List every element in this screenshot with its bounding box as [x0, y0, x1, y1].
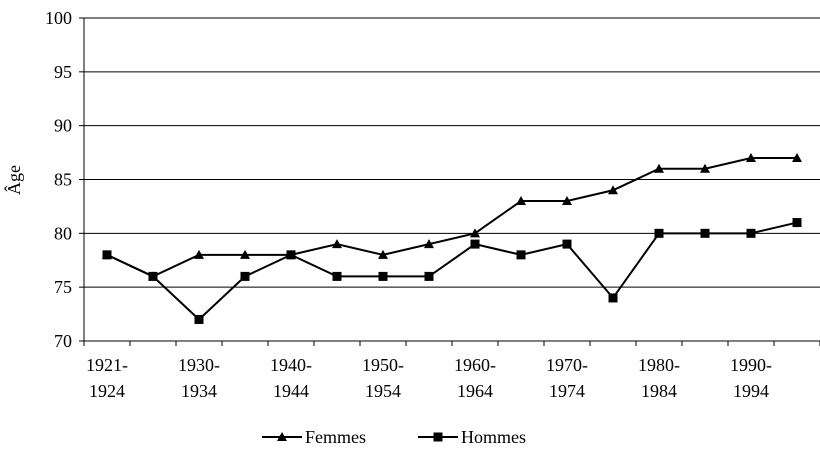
y-tick-label: 85 [54, 170, 72, 190]
data-point [654, 228, 664, 238]
data-point [562, 239, 572, 249]
x-tick-label: 1940-1944 [270, 355, 312, 401]
legend-label: Hommes [461, 427, 526, 447]
series-line [106, 221, 798, 321]
x-tick-label: 1921-1924 [86, 355, 128, 401]
legend-marker [433, 432, 443, 442]
data-point [608, 293, 618, 303]
legend-label: Femmes [305, 427, 366, 447]
x-tick-label: 1950-1954 [362, 355, 404, 401]
legend-marker [277, 432, 287, 441]
y-tick-label: 95 [54, 62, 72, 82]
data-point [332, 271, 342, 281]
y-tick-label: 70 [54, 331, 72, 351]
data-point [424, 271, 434, 281]
x-tick-label: 1980-1984 [638, 355, 680, 401]
data-point [562, 196, 572, 206]
data-point [516, 250, 526, 260]
data-point [424, 239, 434, 249]
x-tick-label: 1960-1964 [454, 355, 496, 401]
data-point [286, 250, 296, 260]
data-point [746, 152, 756, 162]
data-point [194, 314, 204, 324]
data-point [792, 218, 802, 228]
data-point [102, 250, 112, 260]
data-point [792, 152, 802, 162]
data-point [378, 249, 388, 259]
data-point [378, 271, 388, 281]
x-tick-label: 1930-1934 [178, 355, 220, 401]
series-line [106, 156, 797, 278]
data-point [746, 228, 756, 238]
y-tick-label: 90 [54, 116, 72, 136]
y-tick-label: 100 [45, 8, 72, 28]
data-point [608, 185, 618, 195]
data-point [654, 163, 664, 173]
x-tick-label: 1990-1994 [730, 355, 772, 401]
data-point [240, 249, 250, 259]
data-point [194, 249, 204, 259]
x-tick-label: 1970-1974 [546, 355, 588, 401]
data-point [148, 271, 158, 281]
data-point [240, 271, 250, 281]
y-tick-label: 75 [54, 277, 72, 297]
data-point [332, 239, 342, 249]
data-point [700, 228, 710, 238]
data-point [516, 196, 526, 206]
y-axis-label: Âge [3, 165, 24, 195]
data-point [470, 239, 480, 249]
data-point [700, 163, 710, 173]
y-tick-label: 80 [54, 223, 72, 243]
data-point [470, 228, 480, 238]
